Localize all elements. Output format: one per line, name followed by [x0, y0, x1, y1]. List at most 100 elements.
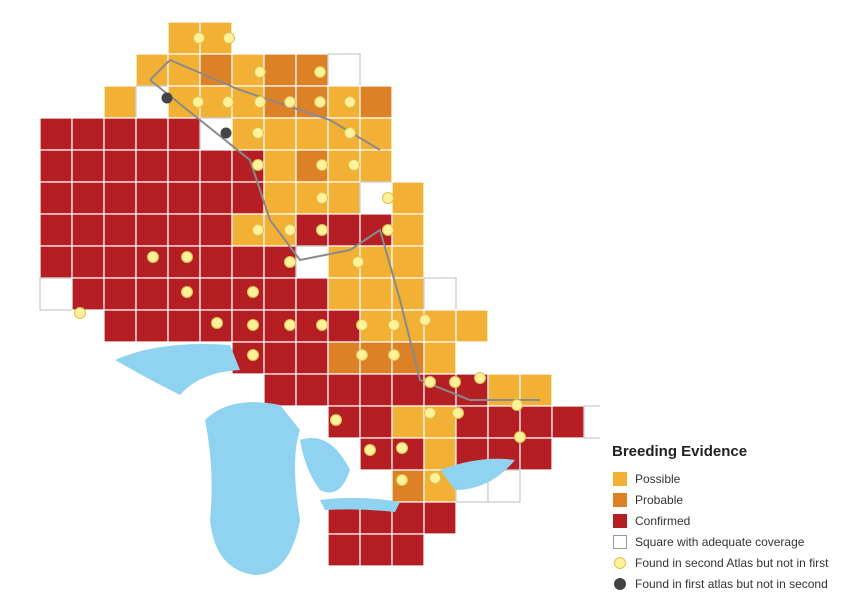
new-record-dot — [396, 442, 408, 454]
grid-square — [519, 405, 553, 439]
lost-record-dot — [161, 92, 173, 104]
grid-square — [391, 373, 425, 407]
grid-square — [327, 213, 361, 247]
new-record-dot — [252, 127, 264, 139]
grid-square — [423, 341, 457, 375]
new-record-dot — [252, 159, 264, 171]
grid-square — [295, 277, 329, 311]
grid-square — [391, 501, 425, 535]
grid-square — [327, 341, 361, 375]
new-record-dot — [449, 376, 461, 388]
grid-square — [327, 117, 361, 151]
new-record-dot — [424, 407, 436, 419]
new-record-dot — [223, 32, 235, 44]
new-record-dot — [388, 319, 400, 331]
new-record-dot — [147, 251, 159, 263]
grid-square — [103, 149, 137, 183]
lake — [440, 458, 515, 490]
new-record-dot — [316, 224, 328, 236]
grid-square — [359, 277, 393, 311]
grid-square — [423, 277, 457, 311]
grid-square — [391, 277, 425, 311]
grid-square — [103, 117, 137, 151]
grid-square — [199, 53, 233, 87]
grid-square — [359, 85, 393, 119]
new-record-dot — [314, 96, 326, 108]
grid-square — [295, 341, 329, 375]
grid-square — [551, 405, 585, 439]
new-record-dot — [364, 444, 376, 456]
legend-item: Probable — [613, 493, 683, 507]
grid-square — [263, 373, 297, 407]
legend-title: Breeding Evidence — [612, 443, 748, 460]
new-record-dot — [396, 474, 408, 486]
grid-square — [71, 117, 105, 151]
grid-square — [103, 309, 137, 343]
legend-item: Possible — [613, 472, 680, 486]
grid-square — [263, 53, 297, 87]
new-record-dot — [344, 127, 356, 139]
grid-square — [327, 533, 361, 567]
grid-square — [199, 213, 233, 247]
grid-square — [455, 309, 489, 343]
new-record-dot — [284, 319, 296, 331]
grid-square — [391, 533, 425, 567]
grid-square — [327, 181, 361, 215]
new-record-dot — [344, 96, 356, 108]
legend-item: Square with adequate coverage — [613, 535, 804, 549]
grid-square — [423, 309, 457, 343]
new-record-dot — [284, 96, 296, 108]
new-record-dot — [254, 96, 266, 108]
grid-square — [391, 181, 425, 215]
new-record-dot — [252, 224, 264, 236]
grid-square — [199, 149, 233, 183]
grid-square — [327, 53, 361, 87]
new-record-dot — [222, 96, 234, 108]
new-record-dot — [419, 314, 431, 326]
grid-square — [39, 181, 73, 215]
grid-square — [71, 181, 105, 215]
new-record-dot — [330, 414, 342, 426]
grid-square — [167, 149, 201, 183]
grid-square — [391, 469, 425, 503]
grid-square — [71, 213, 105, 247]
lake — [300, 438, 350, 493]
new-record-dot — [382, 224, 394, 236]
new-record-dot — [247, 349, 259, 361]
new-record-dot — [316, 192, 328, 204]
grid-square — [295, 245, 329, 279]
grid-square — [327, 309, 361, 343]
grid-square — [199, 245, 233, 279]
grid-square — [103, 213, 137, 247]
new-record-dot — [74, 307, 86, 319]
new-record-dot — [247, 319, 259, 331]
legend-item: Found in first atlas but not in second — [613, 577, 828, 591]
grid-square — [103, 245, 137, 279]
grid-square — [359, 245, 393, 279]
grid-square — [71, 277, 105, 311]
new-record-dot — [316, 159, 328, 171]
new-record-dot — [211, 317, 223, 329]
grid-square — [135, 309, 169, 343]
new-record-dot — [247, 286, 259, 298]
lake — [115, 344, 240, 395]
grid-square — [327, 373, 361, 407]
grid-square — [263, 277, 297, 311]
grid-square — [135, 213, 169, 247]
grid-square — [103, 277, 137, 311]
grid-square — [135, 149, 169, 183]
new-record-dot — [284, 224, 296, 236]
grid-square — [359, 437, 393, 471]
grid-square — [103, 85, 137, 119]
grid-square — [39, 245, 73, 279]
grid-square — [391, 437, 425, 471]
legend-item: Confirmed — [613, 514, 690, 528]
grid-square — [135, 181, 169, 215]
grid-square — [423, 437, 457, 471]
grid-square — [391, 213, 425, 247]
legend-item: Found in second Atlas but not in first — [613, 556, 828, 570]
grid-square — [263, 181, 297, 215]
grid-square — [359, 373, 393, 407]
grid-square — [39, 213, 73, 247]
new-record-dot — [474, 372, 486, 384]
